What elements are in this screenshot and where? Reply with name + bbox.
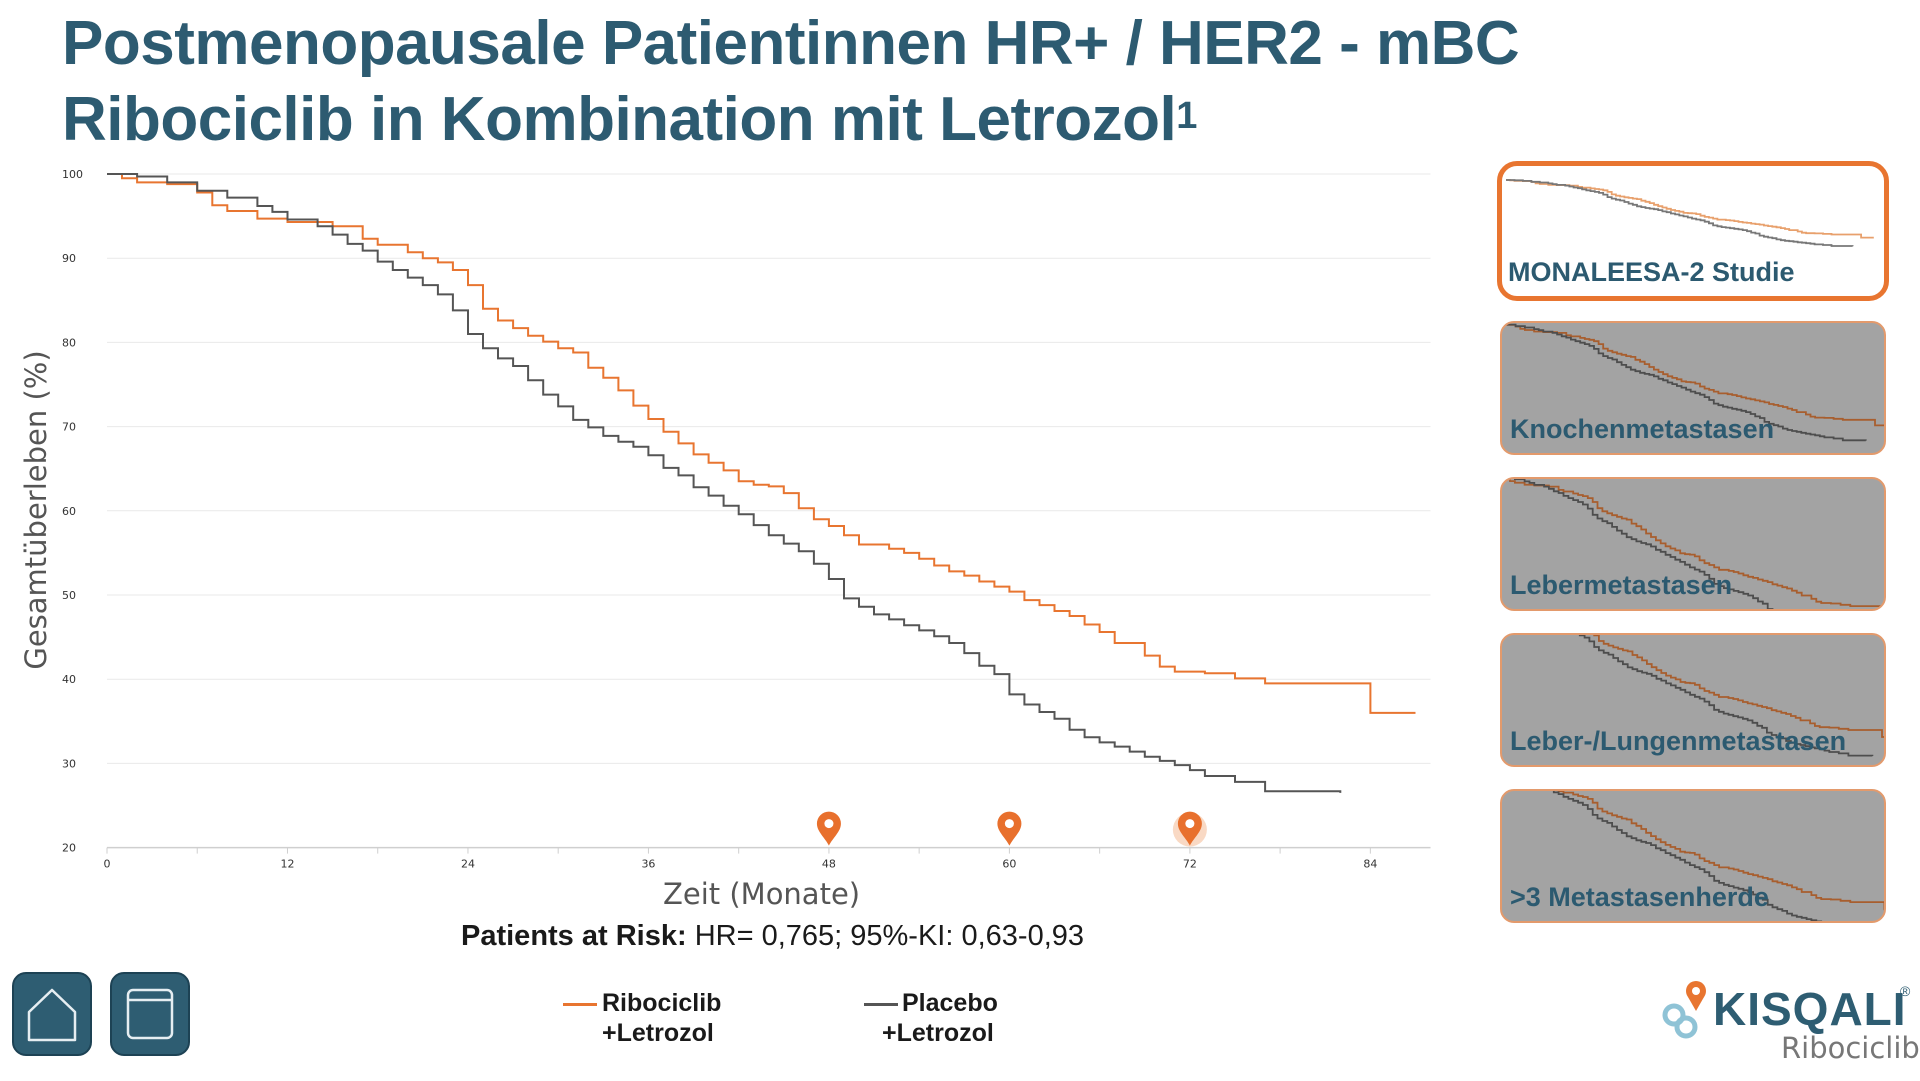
x-tick-label: 84: [1363, 858, 1377, 871]
risk-label: Patients at Risk:: [461, 920, 687, 952]
title-line-1: Postmenopausale Patientinnen HR+ / HER2 …: [62, 9, 1520, 78]
thumbnail-label: Leber-/Lungenmetastasen: [1510, 726, 1847, 756]
thumbnail-label: Knochenmetastasen: [1510, 414, 1775, 444]
location-pin-icon: [816, 811, 841, 846]
thumbnail-label: MONALEESA-2 Studie: [1508, 257, 1795, 287]
chart-ticks: 100 90 80 70 60 50 40 30 20 0 12 24 36 48 60 72 84: [62, 168, 1377, 871]
legend-ribociclib: Ribociclib +Letrozol: [602, 988, 721, 1048]
thumbnail-label: Lebermetastasen: [1510, 570, 1733, 600]
home-button[interactable]: [12, 972, 92, 1056]
y-tick-label: 50: [62, 589, 76, 602]
x-tick-label: 60: [1002, 858, 1016, 871]
thumbnail-knochenmetastasen[interactable]: Knochenmetastasen: [1500, 321, 1886, 455]
chart-markers: [816, 811, 1207, 847]
survival-chart: 100 90 80 70 60 50 40 30 20 0 12 24 36 48 60 72 84: [62, 168, 1431, 871]
y-tick-label: 80: [62, 336, 76, 349]
location-pin-icon: [1172, 811, 1207, 847]
thumb-line-ribociclib: [1557, 791, 1884, 911]
legend-ribociclib-line2: +Letrozol: [602, 1019, 714, 1047]
y-tick-label: 40: [62, 673, 76, 686]
x-tick-label: 48: [822, 858, 836, 871]
legend-placebo-line2: +Letrozol: [882, 1019, 994, 1047]
y-tick-label: 60: [62, 505, 76, 518]
brand-subtitle: Ribociclib: [1781, 1031, 1920, 1065]
thumbnail-3-metastasenherde[interactable]: >3 Metastasenherde: [1500, 789, 1886, 923]
y-tick-label: 90: [62, 252, 76, 265]
brand-mark-icon: [1662, 981, 1706, 1039]
title-footnote: 1: [1176, 95, 1197, 137]
window-button[interactable]: [110, 972, 190, 1056]
x-tick-label: 0: [104, 858, 111, 871]
thumb-line-ribociclib: [1502, 323, 1884, 427]
thumbnail-monaleesa-2[interactable]: MONALEESA-2 Studie: [1497, 161, 1889, 301]
thumb-line-ribociclib: [1509, 479, 1884, 609]
title-line-2-text: Ribociclib in Kombination mit Letrozol: [62, 85, 1177, 154]
location-pin-icon: [997, 811, 1022, 846]
risk-summary: Patients at Risk: HR= 0,765; 95%-KI: 0,6…: [461, 920, 1084, 953]
title-line-2: Ribociclib in Kombination mit Letrozol1: [62, 82, 1519, 158]
thumb-line-placebo: [1506, 179, 1854, 247]
window-icon: [126, 988, 174, 1040]
thumb-line-placebo: [1548, 791, 1823, 921]
legend-swatch-ribociclib: [563, 1003, 597, 1006]
x-tick-label: 24: [461, 858, 475, 871]
x-tick-label: 72: [1183, 858, 1197, 871]
legend-swatch-placebo: [864, 1003, 898, 1006]
y-tick-label: 20: [62, 842, 76, 855]
chart-series: [107, 173, 1416, 793]
brand-name: KISQALI: [1713, 983, 1907, 1035]
series-line-ribociclib: [107, 173, 1416, 714]
series-line-placebo: [107, 173, 1342, 793]
thumb-line-placebo: [1514, 479, 1774, 609]
thumbnail-lebermetastasen[interactable]: Lebermetastasen: [1500, 477, 1886, 611]
x-axis-label: Zeit (Monate): [663, 877, 861, 911]
thumb-line-ribociclib: [1593, 635, 1884, 738]
legend-ribociclib-line1: Ribociclib: [602, 989, 722, 1017]
brand-registered: ®: [1900, 983, 1911, 999]
legend-placebo-line1: Placebo: [902, 989, 998, 1017]
thumbnail-leber-lungenmetastasen[interactable]: Leber-/Lungenmetastasen: [1500, 633, 1886, 767]
home-icon: [27, 988, 77, 1042]
y-tick-label: 30: [62, 757, 76, 770]
x-tick-label: 12: [280, 858, 294, 871]
thumb-line-ribociclib: [1506, 179, 1874, 239]
y-tick-label: 100: [62, 168, 83, 181]
thumbnail-label: >3 Metastasenherde: [1510, 882, 1769, 912]
y-axis-label: Gesamtüberleben (%): [19, 350, 53, 670]
page-title: Postmenopausale Patientinnen HR+ / HER2 …: [62, 6, 1520, 158]
thumb-line-placebo: [1502, 323, 1867, 442]
legend-placebo: Placebo +Letrozol: [882, 988, 998, 1048]
x-tick-label: 36: [641, 858, 655, 871]
chart-grid: [106, 173, 1431, 854]
brand-logo: KISQALI ® Ribociclib: [1660, 975, 1920, 1065]
thumb-line-placebo: [1578, 635, 1874, 757]
risk-value: HR= 0,765; 95%-KI: 0,63-0,93: [686, 920, 1085, 952]
y-tick-label: 70: [62, 421, 76, 434]
